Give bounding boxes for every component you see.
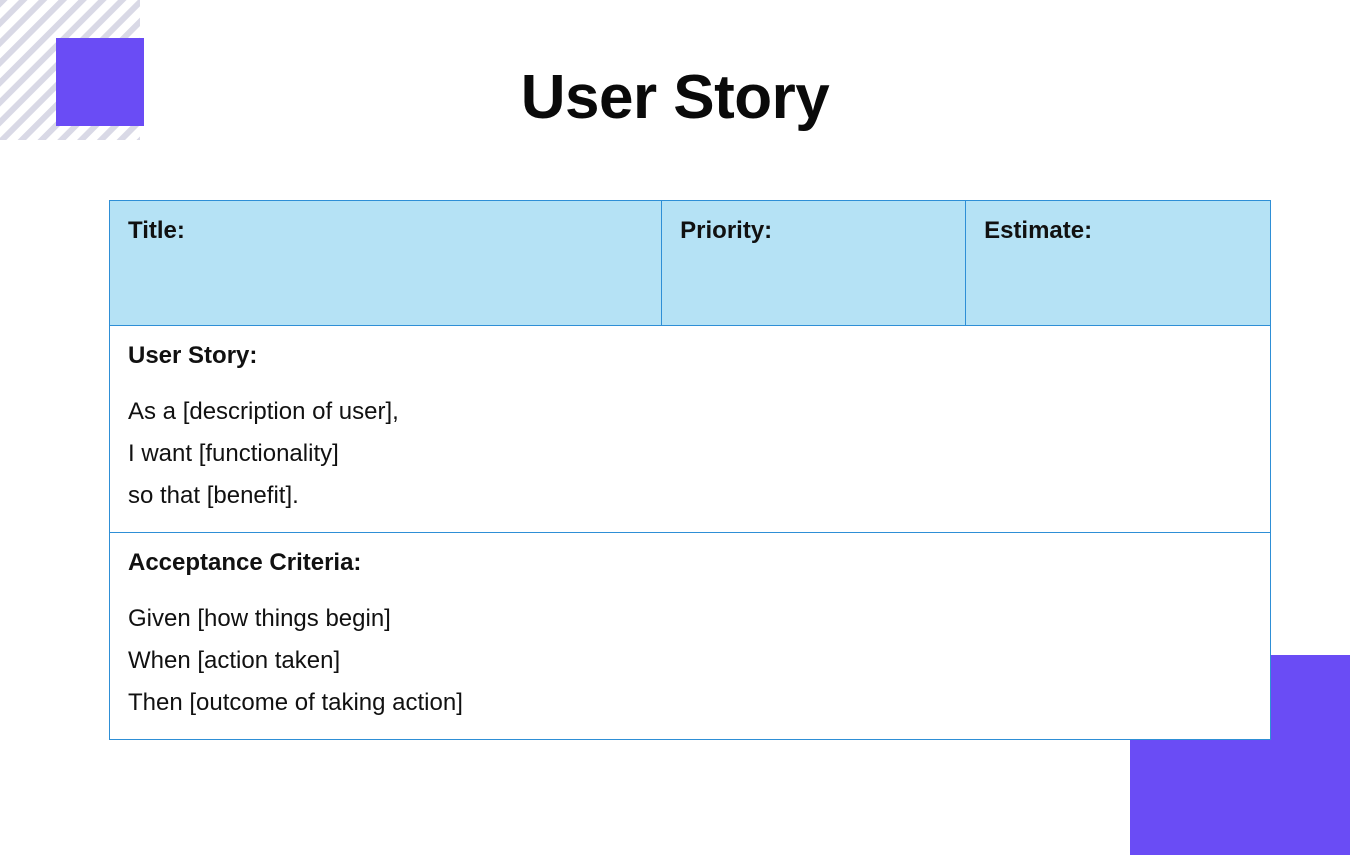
user-story-label: User Story: — [128, 342, 1252, 370]
user-story-line: so that [benefit]. — [128, 482, 1252, 510]
acceptance-line: When [action taken] — [128, 647, 1252, 675]
card-header-row: Title: Priority: Estimate: — [110, 201, 1270, 325]
user-story-line: I want [functionality] — [128, 440, 1252, 468]
header-cell-estimate: Estimate: — [966, 201, 1270, 325]
header-label-priority: Priority: — [680, 217, 772, 244]
header-cell-priority: Priority: — [662, 201, 966, 325]
acceptance-criteria-section: Acceptance Criteria: Given [how things b… — [110, 532, 1270, 739]
acceptance-line: Given [how things begin] — [128, 605, 1252, 633]
user-story-line: As a [description of user], — [128, 398, 1252, 426]
user-story-card: Title: Priority: Estimate: User Story: A… — [109, 200, 1271, 740]
header-cell-title: Title: — [110, 201, 662, 325]
acceptance-line: Then [outcome of taking action] — [128, 689, 1252, 717]
header-label-title: Title: — [128, 217, 185, 244]
page-title: User Story — [0, 62, 1350, 133]
accent-square-top — [56, 38, 144, 126]
acceptance-criteria-label: Acceptance Criteria: — [128, 549, 1252, 577]
user-story-section: User Story: As a [description of user], … — [110, 325, 1270, 532]
header-label-estimate: Estimate: — [984, 217, 1092, 244]
